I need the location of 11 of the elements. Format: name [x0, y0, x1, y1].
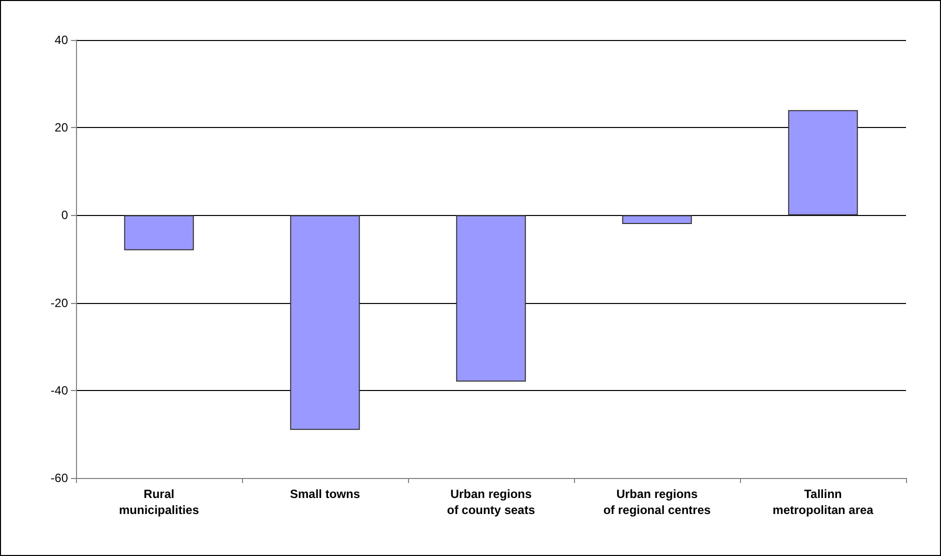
y-tick-label: 40: [54, 33, 68, 47]
y-tick-label: -40: [50, 383, 68, 398]
x-tick-label: Urban regions of regional centres: [603, 487, 711, 517]
y-tick-label: -60: [50, 471, 68, 485]
x-tick-label: Urban regions of county seats: [446, 487, 536, 517]
y-tick-label: -20: [50, 296, 68, 310]
x-tick-label: Small towns: [290, 487, 360, 501]
y-tick-label: 20: [54, 120, 68, 135]
x-tick-label: Tallinn metropolitan area: [772, 487, 874, 517]
x-tick-label: Rural municipalities: [118, 487, 200, 517]
y-tick-label: 0: [61, 208, 68, 222]
